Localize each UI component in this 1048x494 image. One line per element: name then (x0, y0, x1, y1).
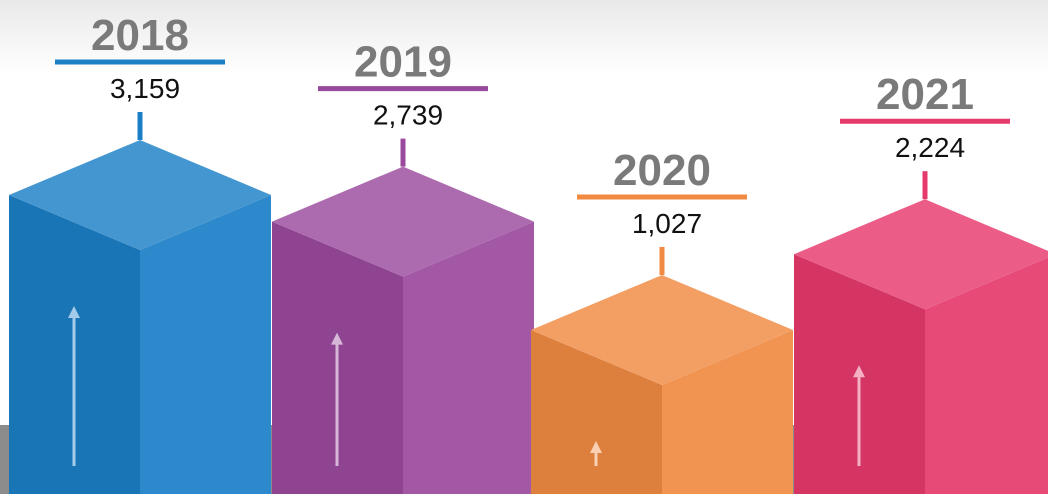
cube-top-face (531, 274, 793, 385)
year-label: 2020 (613, 146, 711, 195)
value-label: 2,739 (373, 100, 443, 131)
arrow-head (590, 440, 602, 453)
cube-right-face (140, 195, 271, 494)
cube-right-face (403, 221, 534, 494)
cube-top-face (272, 166, 534, 277)
cube (9, 140, 271, 494)
cube-top-face (794, 199, 1048, 310)
cube (272, 166, 534, 494)
value-label: 3,159 (110, 73, 180, 104)
year-label: 2019 (354, 38, 452, 87)
cube-left-face (531, 329, 662, 494)
cube (531, 274, 793, 494)
value-label: 2,224 (895, 132, 965, 163)
year-label: 2021 (876, 70, 974, 119)
value-label: 1,027 (632, 208, 702, 239)
cube-top-face (9, 140, 271, 250)
year-label: 2018 (91, 11, 189, 60)
arrow-head (331, 332, 343, 345)
cube-right-face (662, 329, 793, 494)
arrow-head (68, 306, 80, 318)
cube (794, 199, 1048, 494)
cube-right-face (925, 257, 1048, 494)
arrow-head (853, 365, 865, 378)
